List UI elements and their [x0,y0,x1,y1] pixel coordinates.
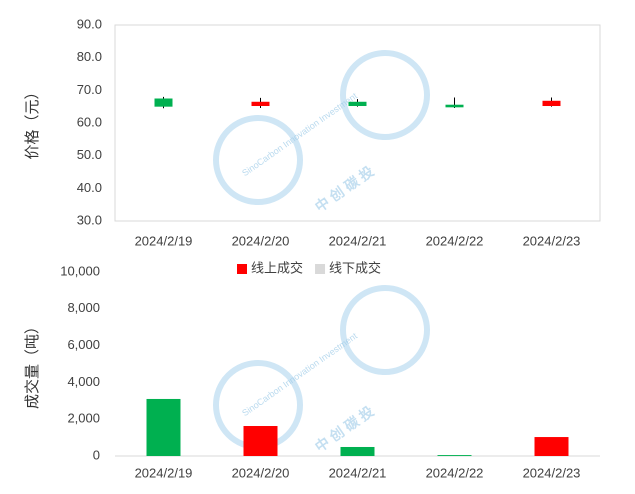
bar [437,455,472,456]
candle-body [542,100,561,107]
plot-border [114,24,601,222]
y-axis-label: 价格（元） [24,84,41,159]
legend-swatch [315,264,326,274]
y-tick-label: 80.0 [77,49,102,64]
y-tick-label: 50.0 [77,147,102,162]
bar [146,398,181,456]
y-tick-label: 60.0 [77,114,102,129]
legend-label: 线下成交 [329,260,381,275]
y-tick-label: 6,000 [67,337,100,352]
watermark-bottom [213,285,430,450]
x-tick-label: 2024/2/20 [232,233,290,248]
y-tick-label: 4,000 [67,374,100,389]
y-tick-label: 30.0 [77,212,102,227]
x-tick-label: 2024/2/22 [426,233,484,248]
y-tick-label: 90.0 [77,16,102,31]
bar [340,446,375,456]
y-tick-label: 8,000 [67,300,100,315]
x-tick-label: 2024/2/21 [329,233,387,248]
legend-swatch [237,264,247,274]
x-tick-label: 2024/2/19 [135,465,193,480]
candle-body [251,101,270,107]
candle-body [445,104,464,108]
x-tick-label: 2024/2/19 [135,233,193,248]
y-tick-label: 70.0 [77,82,102,97]
watermark-top [213,50,430,205]
y-tick-label: 2,000 [67,411,100,426]
x-tick-label: 2024/2/20 [232,465,290,480]
legend-label: 线上成交 [251,260,303,275]
x-tick-label: 2024/2/23 [523,465,581,480]
y-tick-label: 0 [93,447,100,462]
y-axis-label: 成交量（吨） [23,319,41,409]
bar [243,426,278,456]
candle-body [154,98,173,107]
x-tick-label: 2024/2/23 [523,233,581,248]
watermark-brand: 中 创 碳 投 [312,163,377,215]
bar [534,437,569,456]
candle-body [348,101,367,107]
y-tick-label: 40.0 [77,180,102,195]
x-tick-label: 2024/2/22 [426,465,484,480]
y-tick-label: 10,000 [60,263,100,278]
x-tick-label: 2024/2/21 [329,465,387,480]
